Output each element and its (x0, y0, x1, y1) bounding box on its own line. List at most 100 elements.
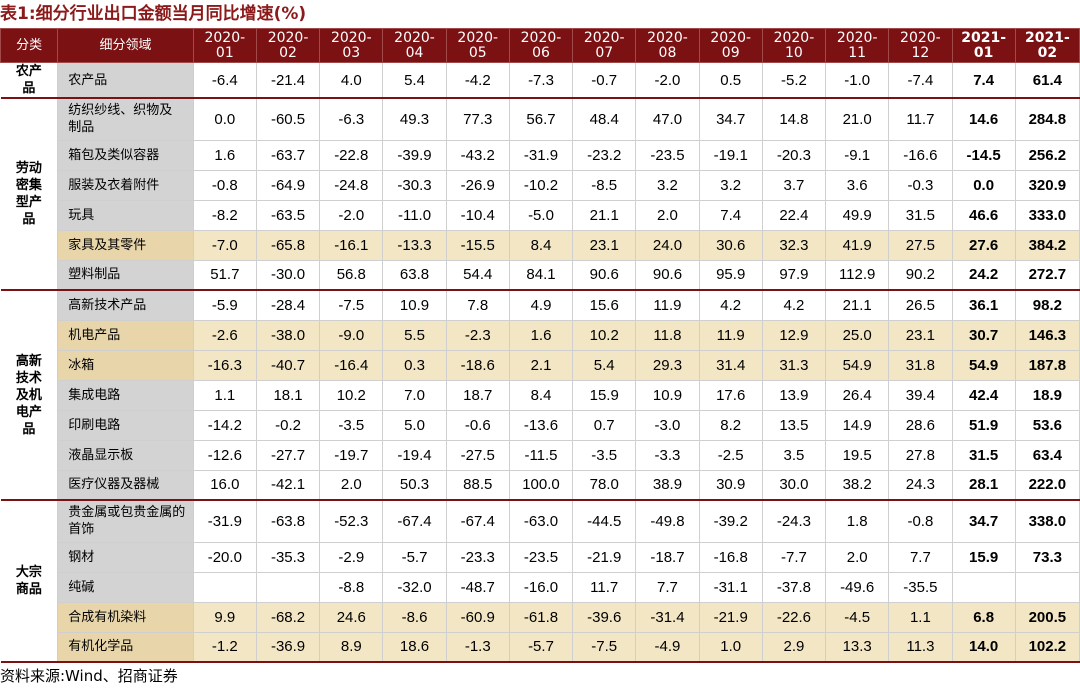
value-cell: 338.0 (1014, 499, 1080, 543)
value-cell: 10.2 (572, 319, 637, 351)
value-cell: -52.3 (319, 499, 384, 543)
value-cell: -0.6 (445, 409, 510, 441)
value-cell: -20.0 (192, 541, 257, 573)
value-cell: 21.1 (825, 289, 890, 321)
value-cell: 11.3 (888, 631, 953, 663)
value-cell: 13.5 (761, 409, 827, 441)
value-cell (192, 571, 257, 603)
value-cell: 34.7 (951, 499, 1016, 543)
source-note: 资料来源:Wind、招商证券 (0, 667, 178, 685)
value-cell (1014, 571, 1080, 603)
value-cell: 1.6 (508, 319, 574, 351)
value-cell: 15.9 (951, 541, 1016, 573)
header-month: 2020- 05 (445, 28, 510, 63)
value-cell: 97.9 (761, 259, 827, 291)
value-cell: -63.7 (255, 139, 321, 171)
value-cell: 31.4 (698, 349, 763, 381)
value-cell: 1.8 (825, 499, 890, 543)
value-cell: 24.3 (888, 469, 953, 501)
value-cell: -0.3 (888, 169, 953, 201)
subcategory-cell: 冰箱 (57, 349, 194, 381)
table-row: 塑料制品 51.7 -30.0 56.8 63.8 54.4 84.1 90.6 90.6 95.… (1, 259, 1080, 291)
value-cell: -36.9 (255, 631, 321, 663)
category-cell: 农产品 (0, 62, 59, 99)
value-cell: 21.1 (572, 199, 637, 231)
value-cell: 24.0 (635, 229, 700, 261)
value-cell: -28.4 (255, 289, 321, 321)
value-cell: 0.7 (572, 409, 637, 441)
value-cell: 27.5 (888, 229, 953, 261)
value-cell: -63.5 (255, 199, 321, 231)
value-cell: 2.9 (761, 631, 827, 663)
value-cell: -2.0 (319, 199, 384, 231)
value-cell: -21.9 (572, 541, 637, 573)
export-growth-table: 分类 细分领域 2020- 01 2020- 02 2020- 03 2020- 04 2020… (0, 28, 1080, 663)
subcategory-cell: 贵金属或包贵金属的 首饰 (57, 499, 194, 543)
value-cell: -44.5 (572, 499, 637, 543)
value-cell: 90.2 (888, 259, 953, 291)
value-cell: -39.6 (572, 601, 637, 633)
value-cell: 53.6 (1014, 409, 1080, 441)
value-cell: -16.6 (888, 139, 953, 171)
value-cell: 1.1 (192, 379, 257, 411)
subcategory-cell: 机电产品 (57, 319, 194, 351)
value-cell: 48.4 (572, 97, 637, 141)
value-cell: -14.5 (951, 139, 1016, 171)
value-cell: 95.9 (698, 259, 763, 291)
value-cell: -6.4 (192, 62, 257, 99)
table-row: 印刷电路 -14.2 -0.2 -3.5 5.0 -0.6 -13.6 0.7 -3.0 8.2 1… (1, 409, 1080, 441)
table-row: 劳动 密集 型产品纺织纱线、织物及 制品 0.0 -60.5 -6.3 49.3 77.3 56.… (0, 97, 1080, 291)
header-month: 2020- 06 (508, 28, 574, 63)
value-cell: 5.5 (382, 319, 447, 351)
subcategory-cell: 玩具 (57, 199, 194, 231)
value-cell: 15.9 (572, 379, 637, 411)
value-cell: 112.9 (825, 259, 890, 291)
value-cell: -14.2 (192, 409, 257, 441)
value-cell: 98.2 (1014, 289, 1080, 321)
value-cell: 11.9 (635, 289, 700, 321)
value-cell: 8.4 (508, 379, 574, 411)
value-cell: 7.4 (698, 199, 763, 231)
value-cell: 46.6 (951, 199, 1016, 231)
value-cell: -49.8 (635, 499, 700, 543)
value-cell: 51.9 (951, 409, 1016, 441)
value-cell: -31.4 (635, 601, 700, 633)
value-cell: 10.9 (382, 289, 447, 321)
value-cell: 90.6 (572, 259, 637, 291)
value-cell: 78.0 (572, 469, 637, 501)
value-cell: 39.4 (888, 379, 953, 411)
value-cell: 30.9 (698, 469, 763, 501)
subcategory-cell: 服装及衣着附件 (57, 169, 194, 201)
value-cell: 6.8 (951, 601, 1016, 633)
table-row: 服装及衣着附件 -0.8 -64.9 -24.8 -30.3 -26.9 -10.2 -8.5… (1, 169, 1080, 201)
value-cell: -15.5 (445, 229, 510, 261)
value-cell: -67.4 (445, 499, 510, 543)
value-cell: -19.1 (698, 139, 763, 171)
table-row: 钢材 -20.0 -35.3 -2.9 -5.7 -23.3 -23.5 -21.9 -18.7… (1, 541, 1080, 573)
value-cell: -67.4 (382, 499, 447, 543)
value-cell: -23.5 (508, 541, 574, 573)
value-cell: -61.8 (508, 601, 574, 633)
value-cell: -4.5 (825, 601, 890, 633)
value-cell: 5.4 (382, 62, 447, 99)
value-cell: 7.0 (382, 379, 447, 411)
subcategory-cell: 农产品 (57, 62, 194, 99)
table-row: 冰箱 -16.3 -40.7 -16.4 0.3 -18.6 2.1 5.4 29.3 31.4 3… (1, 349, 1080, 381)
value-cell: 27.6 (951, 229, 1016, 261)
value-cell: 5.4 (572, 349, 637, 381)
value-cell: 31.5 (951, 439, 1016, 471)
value-cell: -5.7 (508, 631, 574, 663)
value-cell: 7.8 (445, 289, 510, 321)
value-cell: 0.5 (698, 62, 763, 99)
value-cell: 18.9 (1014, 379, 1080, 411)
value-cell: 42.4 (951, 379, 1016, 411)
value-cell: -35.3 (255, 541, 321, 573)
value-cell: -6.3 (319, 97, 384, 141)
table-row: 液晶显示板 -12.6 -27.7 -19.7 -19.4 -27.5 -11.5 -3.5-… (1, 439, 1080, 471)
value-cell: -3.0 (635, 409, 700, 441)
value-cell: 10.2 (319, 379, 384, 411)
value-cell: -3.5 (319, 409, 384, 441)
value-cell: 50.3 (382, 469, 447, 501)
value-cell: -2.9 (319, 541, 384, 573)
header-category: 分类 (0, 28, 59, 63)
